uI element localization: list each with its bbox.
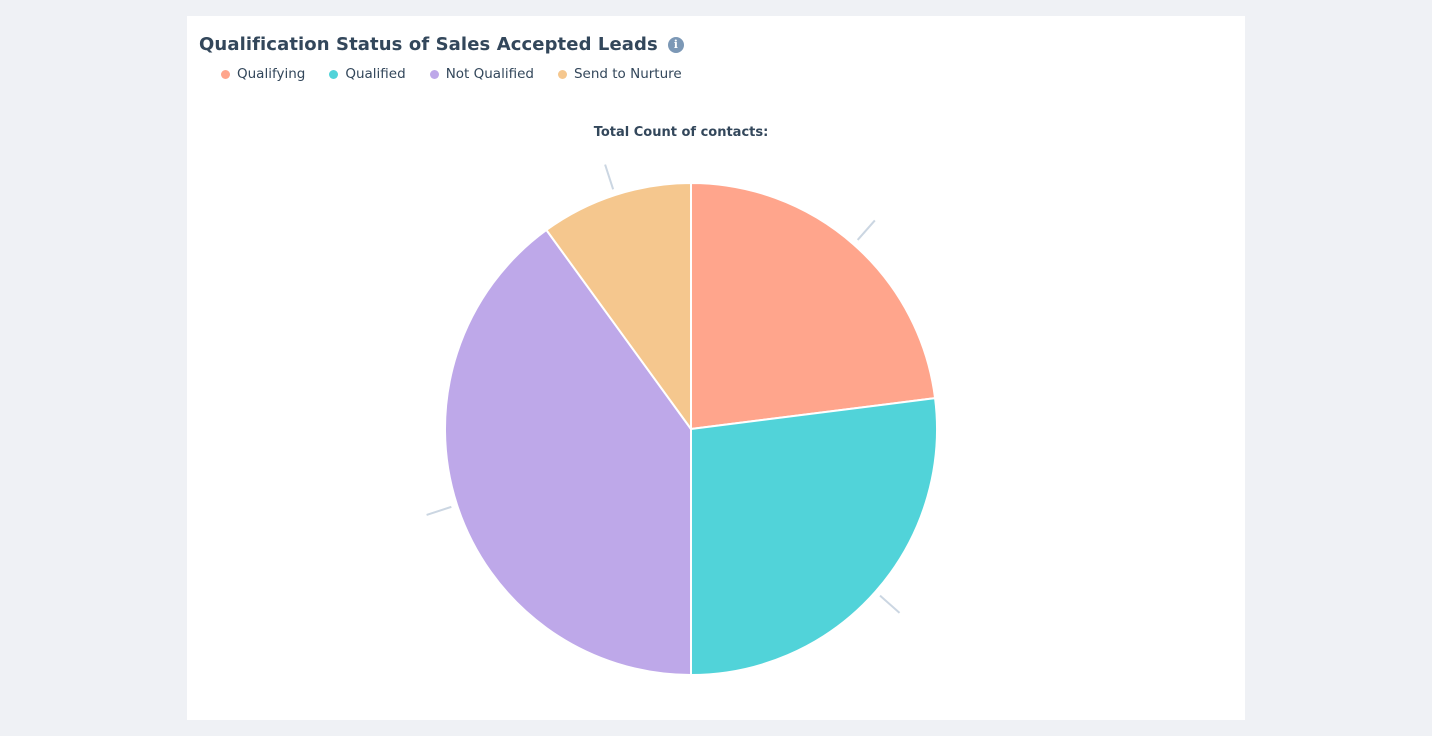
legend-dot-send-to-nurture [557, 69, 567, 79]
legend-label-not-qualified: Not Qualified [445, 66, 534, 82]
legend-dot-qualifying [221, 69, 230, 79]
info-icon[interactable]: i [667, 36, 684, 53]
legend-label-send-to-nurture: Send to Nurture [573, 66, 682, 82]
pie-chart: Total Count of contacts: [426, 125, 938, 677]
legend-dot-qualified [329, 69, 339, 79]
chart-legend: Qualifying Qualified Not Qualified Send … [221, 66, 682, 82]
legend-item-send-to-nurture[interactable]: Send to Nurture [557, 66, 682, 82]
report-title: Qualification Status of Sales Accepted L… [199, 34, 658, 55]
leader-line-qualified [879, 594, 901, 614]
legend-item-qualifying[interactable]: Qualifying [221, 66, 305, 82]
legend-label-qualified: Qualified [345, 66, 406, 82]
legend-dot-not-qualified [429, 69, 439, 79]
pie-chart-title: Total Count of contacts: [594, 125, 769, 140]
leader-line-not-qualified [426, 505, 452, 516]
pie-slice-not-qualified[interactable] [443, 228, 692, 677]
legend-item-not-qualified[interactable]: Not Qualified [429, 66, 534, 82]
legend-item-qualified[interactable]: Qualified [329, 66, 406, 82]
pie-slice-send-to-nurture[interactable] [545, 181, 692, 433]
leader-line-send-to-nurture [604, 164, 615, 190]
legend-label-qualifying: Qualifying [237, 66, 306, 82]
report-header: Qualification Status of Sales Accepted L… [199, 34, 684, 55]
leader-line-qualifying [856, 219, 876, 241]
pie-slice-qualified[interactable] [690, 397, 938, 677]
pie-slices [426, 164, 938, 677]
pie-slice-qualifying[interactable] [690, 181, 937, 431]
report-card: Qualification Status of Sales Accepted L… [187, 16, 1245, 720]
